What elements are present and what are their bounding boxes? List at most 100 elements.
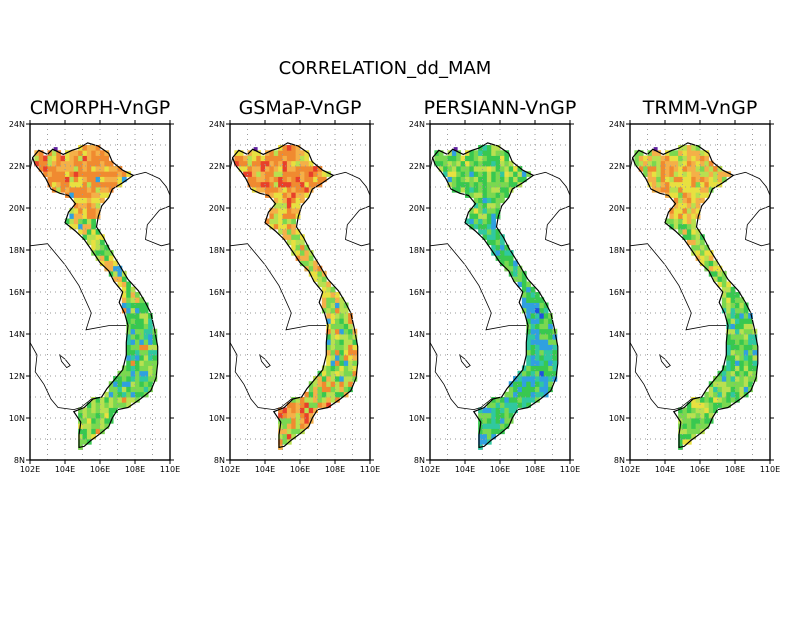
- data-cell: [521, 292, 527, 298]
- data-cell: [548, 328, 553, 335]
- data-cell: [286, 192, 292, 198]
- data-cell: [500, 176, 505, 183]
- data-cell: [669, 181, 675, 188]
- data-cell: [721, 386, 727, 393]
- data-cell: [135, 370, 140, 377]
- data-cell: [700, 412, 705, 419]
- data-cell: [243, 160, 248, 167]
- data-cell: [313, 271, 318, 277]
- data-cell: [135, 323, 140, 330]
- data-cell: [686, 234, 692, 240]
- data-cell: [500, 239, 505, 246]
- data-cell: [291, 218, 297, 225]
- data-cell: [326, 344, 332, 351]
- data-cell: [743, 386, 749, 393]
- data-cell: [456, 171, 462, 177]
- data-cell: [330, 344, 336, 351]
- data-cell: [69, 187, 75, 193]
- data-cell: [708, 255, 714, 261]
- data-cell: [47, 150, 53, 156]
- data-cell: [482, 150, 488, 156]
- data-cell: [69, 171, 75, 177]
- data-cell: [317, 171, 323, 177]
- data-cell: [651, 171, 657, 177]
- data-cell: [678, 192, 683, 198]
- data-cell: [526, 307, 532, 314]
- data-cell: [530, 376, 536, 382]
- data-cell: [117, 281, 123, 288]
- data-cell: [291, 155, 297, 162]
- data-cell: [508, 265, 514, 272]
- lat-tick-label: 8N: [214, 456, 225, 465]
- data-cell: [286, 428, 292, 435]
- data-cell: [91, 197, 97, 204]
- data-cell: [686, 433, 692, 440]
- data-cell: [82, 187, 88, 193]
- data-cell: [100, 244, 105, 251]
- data-cell: [343, 328, 349, 335]
- data-cell: [456, 150, 462, 156]
- data-cell: [247, 166, 253, 172]
- data-cell: [273, 223, 279, 230]
- data-cell: [465, 160, 470, 167]
- data-cell: [278, 166, 283, 172]
- lon-tick-label: 108E: [325, 465, 345, 474]
- data-cell: [282, 423, 288, 429]
- data-cell: [743, 360, 749, 366]
- data-cell: [491, 171, 497, 177]
- data-cell: [478, 428, 483, 435]
- data-cell: [130, 370, 136, 377]
- data-cell: [69, 155, 75, 162]
- data-cell: [291, 176, 297, 183]
- data-cell: [60, 166, 66, 172]
- data-cell: [95, 208, 101, 214]
- data-cell: [539, 381, 545, 387]
- data-cell: [121, 171, 127, 177]
- data-cell: [91, 155, 97, 162]
- data-cell: [304, 255, 310, 261]
- data-cell: [86, 428, 92, 435]
- data-cell: [69, 176, 75, 183]
- data-cell: [691, 197, 697, 204]
- data-cell: [91, 160, 97, 167]
- data-cell: [691, 208, 697, 214]
- data-cell: [95, 402, 101, 408]
- data-cell: [352, 344, 358, 351]
- data-cell: [121, 391, 127, 398]
- data-cell: [352, 370, 358, 377]
- data-cell: [508, 181, 514, 188]
- data-cell: [730, 307, 736, 314]
- data-cell: [730, 376, 736, 382]
- data-cell: [491, 397, 497, 403]
- data-cell: [82, 160, 88, 167]
- data-cell: [126, 402, 132, 408]
- data-cell: [78, 160, 83, 167]
- data-cell: [100, 181, 105, 188]
- data-cell: [539, 386, 545, 393]
- data-cell: [438, 150, 444, 156]
- data-cell: [291, 213, 297, 219]
- data-cell: [739, 370, 745, 377]
- data-cell: [478, 229, 483, 235]
- data-cell: [473, 166, 479, 172]
- data-cell: [482, 176, 488, 183]
- lat-tick-label: 10N: [609, 414, 625, 423]
- data-cell: [530, 381, 536, 387]
- data-cell: [539, 307, 545, 314]
- data-cell: [326, 171, 332, 177]
- data-cell: [139, 360, 145, 366]
- data-cell: [743, 376, 749, 382]
- data-cell: [326, 391, 332, 398]
- data-cell: [86, 150, 92, 156]
- data-cell: [730, 381, 736, 387]
- data-cell: [447, 166, 453, 172]
- data-cell: [482, 202, 488, 209]
- data-cell: [748, 376, 753, 382]
- lat-tick-label: 24N: [9, 120, 25, 129]
- data-cell: [282, 213, 288, 219]
- data-cell: [148, 334, 153, 340]
- data-cell: [143, 344, 149, 351]
- data-cell: [700, 160, 705, 167]
- data-cell: [286, 187, 292, 193]
- data-cell: [100, 397, 105, 403]
